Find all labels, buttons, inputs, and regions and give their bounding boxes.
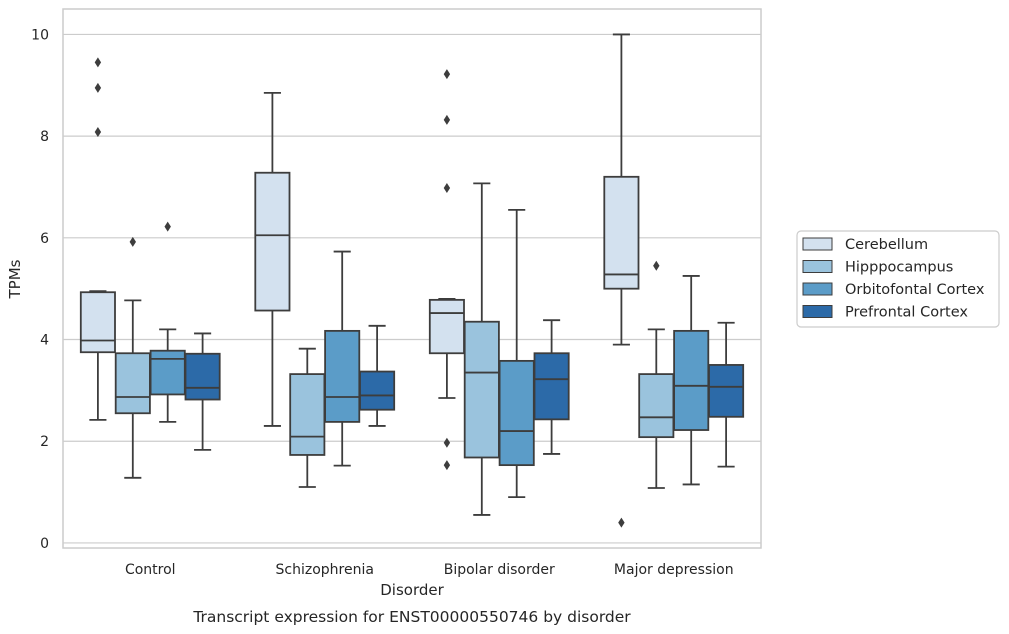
box-iqr: [708, 364, 745, 418]
y-tick-label: 2: [40, 434, 49, 450]
outlier-point: [443, 182, 451, 193]
legend-label: Hipppocampus: [845, 260, 953, 276]
box-orbitofontal-cortex: [673, 275, 710, 486]
box-iqr: [428, 298, 465, 355]
legend-label: Prefrontal Cortex: [845, 305, 968, 321]
box-iqr: [184, 352, 221, 401]
box-prefrontal-cortex: [533, 319, 570, 455]
box-iqr: [79, 291, 116, 354]
box-iqr: [638, 373, 675, 439]
box-iqr: [498, 359, 535, 467]
box-hipppocampus: [638, 260, 675, 489]
outlier-point: [443, 114, 451, 125]
outlier-point: [164, 221, 171, 232]
y-tick-label: 8: [40, 129, 49, 145]
box-hipppocampus: [114, 236, 151, 479]
box-orbitofontal-cortex: [324, 250, 361, 467]
legend-frame: [796, 230, 1000, 328]
box-iqr: [533, 352, 570, 421]
outlier-point: [443, 460, 451, 471]
box-cerebellum: [428, 69, 465, 471]
y-tick-label: 0: [40, 536, 49, 552]
x-tick-label: Control: [125, 562, 176, 578]
box-iqr: [359, 370, 396, 411]
x-axis-ticks: Control Schizophrenia Bipolar disorder Majo…: [125, 562, 734, 578]
legend-swatch: [802, 237, 833, 251]
box-iqr: [324, 329, 361, 423]
y-tick-label: 10: [31, 27, 49, 43]
box-cerebellum: [254, 92, 291, 427]
outlier-point: [618, 517, 625, 528]
legend-swatch: [802, 282, 833, 296]
box-cerebellum: [603, 33, 640, 528]
outlier-point: [94, 127, 102, 138]
outlier-point: [443, 437, 451, 448]
legend-swatch: [802, 260, 833, 273]
box-iqr: [289, 373, 326, 456]
box-prefrontal-cortex: [184, 332, 221, 451]
box-orbitofontal-cortex: [149, 221, 186, 423]
box-iqr: [149, 349, 186, 396]
box-iqr: [114, 352, 151, 415]
box-iqr: [673, 329, 710, 431]
legend: Cerebellum Hipppocampus Orbitofontal Corte…: [796, 230, 1000, 328]
box-orbitofontal-cortex: [498, 208, 535, 499]
box-cerebellum: [79, 57, 116, 421]
box-iqr: [463, 320, 500, 459]
legend-label: Cerebellum: [845, 237, 928, 253]
x-tick-label: Major depression: [614, 562, 734, 578]
y-axis-title: TPMs: [6, 259, 24, 299]
box-plot-area: [79, 33, 745, 528]
outlier-point: [129, 236, 136, 247]
legend-swatch: [802, 305, 833, 318]
y-axis-ticks: 0 2 4 6 8 10: [31, 27, 49, 551]
y-tick-label: 6: [40, 231, 49, 247]
box-iqr: [603, 175, 640, 290]
legend-label: Orbitofontal Cortex: [845, 282, 985, 298]
outlier-point: [653, 260, 660, 271]
x-tick-label: Schizophrenia: [276, 562, 374, 578]
chart-caption: Transcript expression for ENST0000055074…: [192, 608, 631, 626]
box-prefrontal-cortex: [359, 324, 396, 427]
box-prefrontal-cortex: [708, 321, 745, 468]
outlier-point: [443, 69, 451, 80]
outlier-point: [94, 82, 102, 93]
box-hipppocampus: [289, 347, 326, 488]
x-tick-label: Bipolar disorder: [444, 562, 555, 578]
plot-frame: [62, 8, 762, 549]
grid-lines: [63, 33, 761, 544]
outlier-point: [94, 57, 102, 68]
box-hipppocampus: [463, 182, 500, 516]
x-axis-title: Disorder: [380, 581, 444, 599]
y-tick-label: 4: [40, 333, 49, 349]
box-iqr: [254, 171, 291, 312]
